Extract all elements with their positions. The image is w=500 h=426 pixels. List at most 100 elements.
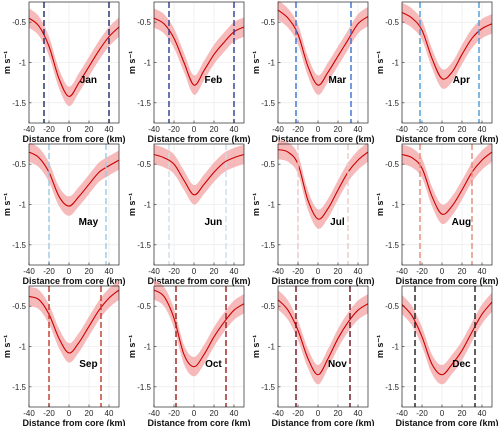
y-tick-label: -1.5 (261, 241, 275, 250)
y-axis-label: m s⁻¹ (375, 335, 385, 358)
x-tick-label: 40 (230, 267, 239, 276)
x-tick-label: -20 (416, 409, 428, 418)
y-tick-label: -1.5 (385, 383, 399, 392)
x-tick-label: -40 (148, 267, 160, 276)
y-tick-label: -1 (19, 201, 27, 210)
x-tick-label: 40 (105, 267, 114, 276)
x-axis-label: Distance from core (km) (271, 418, 374, 426)
panel-dec: -1.5 -1 -0.5 -40 -20 0 20 40 m s⁻¹ Distance from … (375, 285, 499, 426)
panel-nov: -1.5 -1 -0.5 -40 -20 0 20 40 m s⁻¹ Distance from … (251, 285, 375, 426)
x-tick-label: 0 (440, 125, 445, 134)
y-axis-label: m s⁻¹ (251, 193, 261, 216)
y-axis-label: m s⁻¹ (2, 193, 12, 216)
y-tick-label: -1.5 (261, 383, 275, 392)
panel-feb: -1.5 -1 -0.5 -40 -20 0 20 40 m s⁻¹ Distance from … (127, 1, 251, 144)
x-tick-label: -40 (148, 409, 160, 418)
spread-band (29, 8, 119, 107)
x-tick-label: -20 (292, 125, 304, 134)
y-tick-label: -0.5 (261, 302, 275, 311)
x-tick-label: -20 (416, 125, 428, 134)
y-tick-label: -1.5 (137, 241, 151, 250)
y-tick-label: -0.5 (12, 18, 26, 27)
spread-band (154, 8, 244, 95)
x-tick-label: 20 (334, 267, 343, 276)
y-tick-label: -1 (19, 59, 27, 68)
x-axis-label: Distance from core (km) (395, 418, 498, 426)
x-tick-label: 20 (210, 409, 219, 418)
y-tick-label: -0.5 (385, 302, 399, 311)
panel-apr: -1.5 -1 -0.5 -40 -20 0 20 40 m s⁻¹ Distance from … (375, 1, 499, 144)
x-axis-label: Distance from core (km) (22, 134, 125, 144)
x-tick-label: 40 (105, 409, 114, 418)
spread-band (402, 2, 492, 89)
spread-band (154, 144, 244, 205)
y-tick-label: -1 (144, 201, 152, 210)
y-tick-label: -0.5 (12, 302, 26, 311)
x-tick-label: 0 (67, 125, 72, 134)
y-tick-label: -1 (144, 343, 152, 352)
month-label: May (79, 217, 99, 228)
month-label: Nov (328, 359, 347, 370)
y-axis-label: m s⁻¹ (2, 51, 12, 74)
x-tick-label: -20 (43, 409, 55, 418)
y-axis-label: m s⁻¹ (375, 193, 385, 216)
y-axis-label: m s⁻¹ (375, 51, 385, 74)
x-tick-label: 0 (192, 409, 197, 418)
y-tick-label: -1 (392, 59, 400, 68)
y-tick-label: -0.5 (385, 18, 399, 27)
mean-line (153, 153, 245, 196)
x-tick-label: -40 (148, 125, 160, 134)
x-axis-label: Distance from core (km) (147, 418, 250, 426)
y-axis-label: m s⁻¹ (127, 193, 137, 216)
y-tick-label: -1.5 (261, 99, 275, 108)
y-tick-label: -1.5 (385, 99, 399, 108)
y-axis-label: m s⁻¹ (251, 51, 261, 74)
x-tick-label: -20 (168, 409, 180, 418)
mean-line (401, 151, 493, 215)
panel-sep: -1.5 -1 -0.5 -40 -20 0 20 40 m s⁻¹ Distance from … (2, 280, 126, 426)
x-tick-label: 20 (85, 125, 94, 134)
y-tick-label: -1 (392, 343, 400, 352)
x-tick-label: -40 (396, 267, 408, 276)
x-tick-label: 0 (67, 409, 72, 418)
x-tick-label: 40 (230, 409, 239, 418)
panel-may: -1.5 -1 -0.5 -40 -20 0 20 40 m s⁻¹ Distance from … (2, 142, 126, 286)
x-tick-label: -40 (23, 267, 35, 276)
x-tick-label: 40 (354, 409, 363, 418)
spread-band (402, 292, 492, 385)
x-tick-label: -40 (23, 409, 35, 418)
month-label: Jul (330, 217, 345, 228)
month-label: Apr (453, 75, 470, 86)
x-tick-label: -20 (416, 267, 428, 276)
x-tick-label: -40 (272, 267, 284, 276)
x-tick-label: -20 (168, 125, 180, 134)
x-tick-label: 40 (354, 267, 363, 276)
x-tick-label: 20 (458, 409, 467, 418)
x-tick-label: 0 (440, 267, 445, 276)
y-tick-label: -0.5 (385, 160, 399, 169)
x-tick-label: 0 (67, 267, 72, 276)
y-tick-label: -0.5 (261, 18, 275, 27)
y-tick-label: -0.5 (12, 160, 26, 169)
spread-band (402, 142, 492, 225)
mean-line (277, 149, 369, 220)
month-label: Jan (80, 75, 97, 86)
y-tick-label: -1.5 (12, 241, 26, 250)
x-tick-label: 40 (478, 409, 487, 418)
x-tick-label: 0 (192, 125, 197, 134)
x-tick-label: 20 (85, 409, 94, 418)
y-tick-label: -1.5 (12, 383, 26, 392)
x-tick-label: 0 (316, 267, 321, 276)
x-tick-label: -40 (272, 125, 284, 134)
y-axis-label: m s⁻¹ (127, 335, 137, 358)
month-label: Mar (329, 75, 347, 86)
spread-band (278, 0, 368, 95)
month-label: Dec (452, 359, 471, 370)
panel-oct: -1.5 -1 -0.5 -40 -20 0 20 40 m s⁻¹ Distance from … (127, 280, 251, 426)
x-axis-label: Distance from core (km) (147, 134, 250, 144)
x-tick-label: 40 (478, 125, 487, 134)
x-axis-label: Distance from core (km) (22, 276, 125, 286)
x-tick-label: 20 (334, 125, 343, 134)
mean-line (277, 299, 369, 376)
